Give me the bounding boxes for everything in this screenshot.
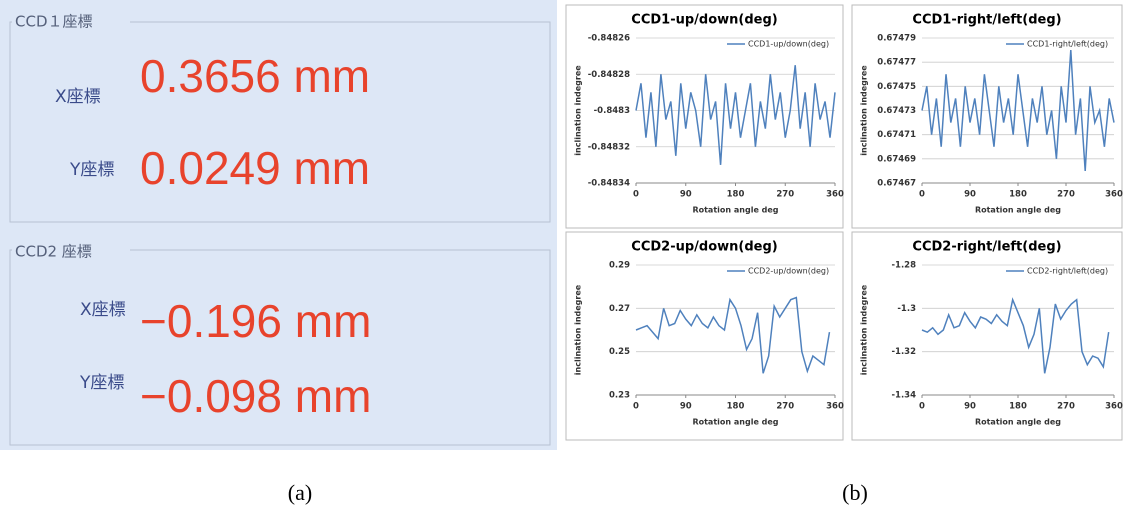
y-tick-label: 0.67467 — [877, 179, 916, 189]
heading-bg — [12, 240, 130, 264]
row-value: −0.098 mm — [140, 370, 371, 422]
chart-frame — [565, 231, 844, 441]
x-tick-label: 0 — [633, 190, 639, 200]
section-heading: CCD１座標 — [15, 13, 93, 31]
legend-label: CCD1-up/down(deg) — [748, 40, 829, 49]
heading-bg — [12, 10, 130, 34]
row-label: X座標 — [80, 300, 126, 320]
x-axis-label: Rotation angle deg — [975, 418, 1061, 427]
y-axis-label: inclination indegree — [574, 284, 583, 375]
x-tick-label: 90 — [680, 190, 692, 200]
x-tick-label: 180 — [727, 402, 745, 412]
caption: (b) — [842, 480, 868, 505]
y-tick-label: -1.32 — [892, 347, 917, 357]
y-tick-label: -1.3 — [897, 304, 916, 314]
row-label: Y座標 — [69, 160, 114, 180]
group-box — [9, 249, 551, 446]
y-tick-label: 0.67475 — [877, 82, 916, 92]
y-tick-label: 0.23 — [609, 391, 630, 401]
chart-title: CCD1-right/left(deg) — [912, 13, 1061, 28]
x-tick-label: 270 — [1057, 190, 1075, 200]
x-tick-label: 90 — [680, 402, 692, 412]
x-tick-label: 180 — [727, 190, 745, 200]
x-axis-label: Rotation angle deg — [692, 418, 778, 427]
data-line — [921, 50, 1115, 171]
chart-frame — [851, 231, 1123, 441]
x-tick-label: 180 — [1009, 402, 1027, 412]
x-tick-label: 0 — [919, 190, 925, 200]
x-tick-label: 360 — [826, 402, 844, 412]
chart-frame — [851, 4, 1123, 229]
y-axis-label: inclination indegree — [860, 284, 869, 375]
x-tick-label: 270 — [776, 402, 794, 412]
y-axis-label: inclination indegree — [574, 65, 583, 156]
y-tick-label: 0.67471 — [877, 130, 916, 140]
x-axis-label: Rotation angle deg — [975, 206, 1061, 215]
row-value: 0.3656 mm — [140, 50, 370, 102]
chart-title: CCD2-right/left(deg) — [912, 240, 1061, 255]
y-tick-label: -0.84828 — [588, 70, 630, 80]
caption: (a) — [288, 480, 312, 505]
chart-frame — [565, 4, 844, 229]
chart-title: CCD1-up/down(deg) — [631, 13, 777, 28]
screen-photo — [0, 0, 557, 450]
y-tick-label: -0.8483 — [594, 106, 630, 116]
x-tick-label: 360 — [1105, 402, 1123, 412]
row-label: Y座標 — [79, 373, 124, 393]
y-tick-label: -0.84832 — [588, 142, 630, 152]
y-tick-label: -1.34 — [892, 391, 917, 401]
x-tick-label: 0 — [919, 402, 925, 412]
legend-label: CCD2-up/down(deg) — [748, 267, 829, 276]
y-tick-label: 0.25 — [609, 347, 630, 357]
y-tick-label: 0.67477 — [877, 58, 916, 68]
data-line — [921, 297, 1110, 374]
y-tick-label: 0.67479 — [877, 34, 916, 44]
data-line — [635, 296, 831, 374]
row-value: −0.196 mm — [140, 295, 371, 347]
legend-label: CCD2-right/left(deg) — [1027, 267, 1108, 276]
x-tick-label: 360 — [826, 190, 844, 200]
section-heading: CCD2 座標 — [15, 243, 92, 261]
y-tick-label: -1.28 — [892, 261, 917, 271]
y-tick-label: -0.84826 — [588, 34, 630, 44]
x-tick-label: 0 — [633, 402, 639, 412]
group-box — [9, 21, 551, 223]
row-label: X座標 — [55, 87, 101, 107]
x-axis-label: Rotation angle deg — [692, 206, 778, 215]
x-tick-label: 90 — [964, 190, 976, 200]
y-tick-label: 0.29 — [609, 261, 630, 271]
data-line — [635, 65, 836, 165]
legend-label: CCD1-right/left(deg) — [1027, 40, 1108, 49]
x-tick-label: 90 — [964, 402, 976, 412]
y-tick-label: -0.84834 — [588, 179, 630, 189]
y-tick-label: 0.27 — [609, 304, 630, 314]
y-tick-label: 0.67469 — [877, 154, 916, 164]
x-tick-label: 270 — [776, 190, 794, 200]
y-axis-label: inclination indegree — [860, 65, 869, 156]
y-tick-label: 0.67473 — [877, 106, 916, 116]
row-value: 0.0249 mm — [140, 142, 370, 194]
x-tick-label: 180 — [1009, 190, 1027, 200]
x-tick-label: 360 — [1105, 190, 1123, 200]
chart-title: CCD2-up/down(deg) — [631, 240, 777, 255]
x-tick-label: 270 — [1057, 402, 1075, 412]
